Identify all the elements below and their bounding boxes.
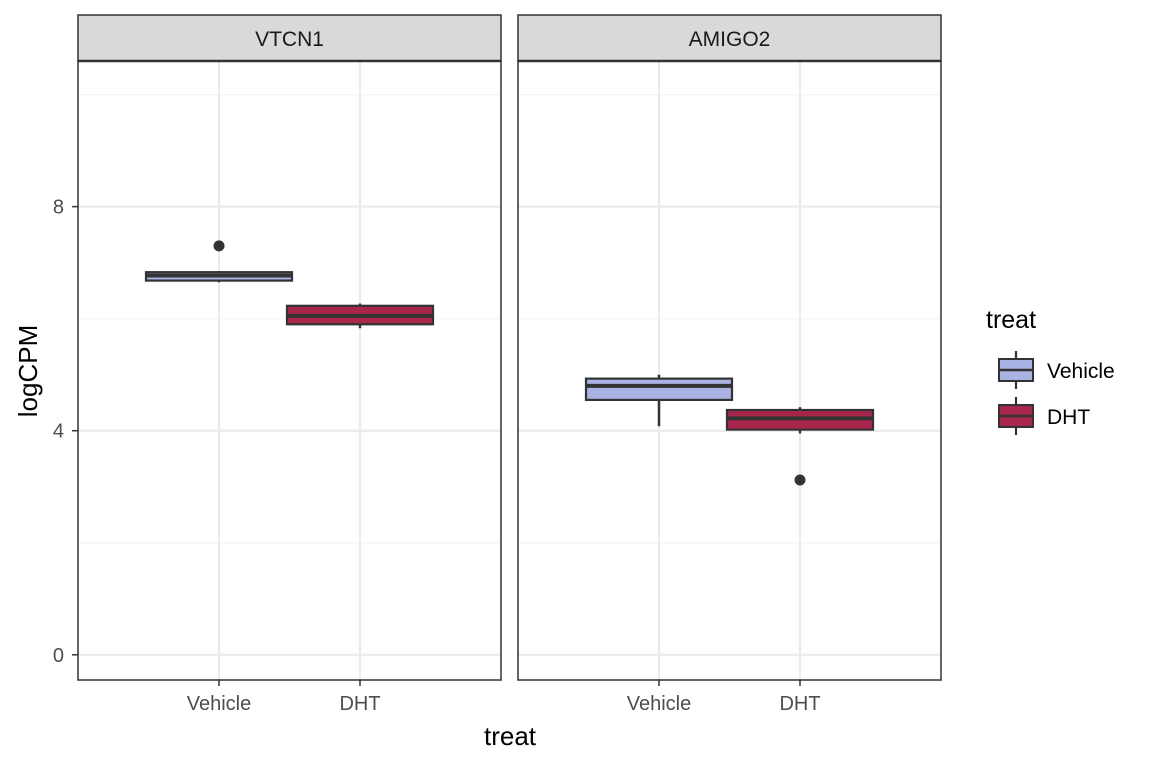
box-vehicle-amigo2 [584, 374, 734, 427]
x-tick-label: Vehicle [627, 693, 692, 715]
y-tick-label: 4 [53, 421, 64, 443]
y-axis-title: logCPM [13, 325, 43, 417]
legend-label: DHT [1047, 406, 1090, 429]
panel-background [78, 61, 501, 680]
legend: treat Vehicle DHT [986, 306, 1115, 435]
outlier-point [794, 474, 806, 486]
legend-key-dht [998, 397, 1034, 435]
y-tick-label: 8 [53, 197, 64, 219]
x-axis-title: treat [484, 721, 537, 751]
y-axis: 0 4 8 [53, 197, 78, 667]
strip-label: VTCN1 [255, 28, 324, 51]
x-tick-label: DHT [339, 693, 380, 715]
outlier-point [213, 240, 225, 252]
y-tick-label: 0 [53, 645, 64, 667]
x-tick-label: DHT [779, 693, 820, 715]
panel-background [518, 61, 941, 680]
box-dht-amigo2 [725, 407, 875, 486]
facet-panel-amigo2: AMIGO2 Vehicle DHT [517, 14, 942, 715]
facet-panels: VTCN1 Vehicle DHT AMIGO2 Vehicle DHT [77, 14, 942, 715]
box-vehicle-vtcn1 [144, 240, 294, 283]
facet-panel-vtcn1: VTCN1 Vehicle DHT [77, 14, 502, 715]
strip-label: AMIGO2 [689, 28, 771, 51]
legend-title: treat [986, 306, 1036, 334]
legend-label: Vehicle [1047, 360, 1115, 383]
box-iqr [584, 377, 734, 402]
strip-background [77, 14, 502, 62]
x-tick-label: Vehicle [187, 693, 252, 715]
legend-key-vehicle [998, 351, 1034, 389]
box-dht-vtcn1 [285, 303, 435, 329]
